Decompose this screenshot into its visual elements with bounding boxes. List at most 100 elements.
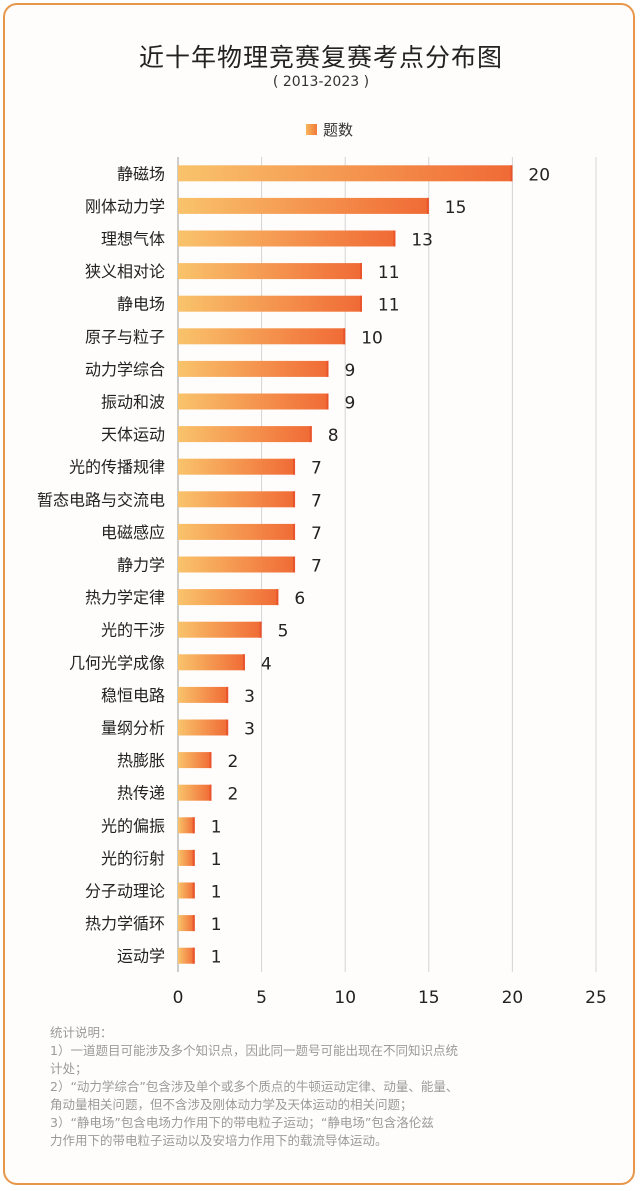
x-tick-label: 5 [256,988,267,1008]
chart-title: 近十年物理竞赛复赛考点分布图 [138,43,503,72]
bar [178,458,296,475]
x-tick-label: 0 [173,988,184,1008]
category-label: 光的干涉 [101,621,165,640]
value-label: 11 [378,263,400,283]
bar [178,849,195,866]
bar [178,197,429,214]
bar [178,752,212,769]
bar [178,719,229,736]
bar-tip [326,393,329,410]
category-label: 振动和波 [101,393,165,412]
category-label: 动力学综合 [85,360,165,379]
bar [178,784,212,801]
category-label: 电磁感应 [101,523,165,542]
category-label: 刚体动力学 [85,197,165,216]
chart-subtitle: ( 2013-2023 ) [272,74,370,90]
category-label: 光的传播规律 [69,458,165,477]
bar-tip [192,947,195,964]
value-label: 7 [311,557,322,577]
value-label: 2 [227,785,238,805]
value-label: 1 [211,915,222,935]
value-label: 1 [211,883,222,903]
category-label: 热膨胀 [117,751,165,770]
bar [178,360,329,377]
bar-tip [226,686,229,703]
value-label: 1 [211,948,222,968]
value-label: 1 [211,817,222,837]
bar [178,589,279,606]
value-label: 3 [244,720,255,740]
category-label: 热传递 [117,784,165,803]
value-label: 6 [294,589,305,609]
bar-tip [226,719,229,736]
bar [178,654,245,671]
value-label: 9 [344,394,355,414]
bar-tip [209,784,212,801]
bar [178,915,195,932]
bar [178,882,195,899]
bar [178,426,312,443]
value-label: 7 [311,491,322,511]
bar-tip [242,654,245,671]
notes-line-2b: 角动量相关问题，但不含涉及刚体动力学及天体运动的相关问题； [50,1097,413,1112]
category-label: 狭义相对论 [85,262,165,281]
value-label: 10 [361,328,383,348]
category-label: 光的衍射 [101,849,165,868]
bar [178,556,296,573]
notes-line-3: 3）“静电场”包含电场力作用下的带电粒子运动；“静电场”包含洛伦兹 [50,1115,434,1130]
value-label: 15 [445,198,467,218]
bar-tip [259,621,262,638]
bar-tip [326,360,329,377]
bar [178,393,329,410]
bar-tip [192,915,195,932]
category-label: 暂态电路与交流电 [37,490,165,509]
bar-tip [393,230,396,247]
value-label: 7 [311,459,322,479]
bar-tip [209,752,212,769]
notes-line-3b: 力作用下的带电粒子运动以及安培力作用下的载流导体运动。 [50,1133,388,1148]
category-label: 原子与粒子 [85,327,165,346]
bar-tip [192,817,195,834]
bar-tip [293,491,296,508]
bar [178,230,396,247]
value-label: 3 [244,687,255,707]
value-label: 4 [261,654,272,674]
value-label: 7 [311,524,322,544]
bar-tip [276,589,279,606]
bar [178,295,362,312]
bar-tip [426,197,429,214]
bar-tip [309,426,312,443]
bar [178,491,296,508]
bar [178,328,346,345]
category-label: 理想气体 [101,230,165,249]
value-label: 2 [227,752,238,772]
bar-tip [192,849,195,866]
bar-tip [192,882,195,899]
notes: 统计说明： 1）一道题目可能涉及多个知识点，因此同一题号可能出现在不同知识点统 … [50,1024,610,1150]
bar [178,686,229,703]
category-label: 天体运动 [101,425,165,444]
notes-line-1: 1）一道题目可能涉及多个知识点，因此同一题号可能出现在不同知识点统 [50,1043,458,1058]
bar [178,165,513,182]
bar-tip [359,263,362,280]
value-label: 20 [528,165,550,185]
notes-line-2: 2）“动力学综合”包含涉及单个或多个质点的牛顿运动定律、动量、能量、 [50,1079,459,1094]
category-label: 热力学定律 [85,588,165,607]
bar [178,621,262,638]
value-label: 11 [378,296,400,316]
bar [178,817,195,834]
x-tick-label: 20 [502,988,524,1008]
bar [178,523,296,540]
bar-tip [343,328,346,345]
notes-heading: 统计说明： [50,1025,113,1040]
legend-swatch [306,124,317,135]
x-tick-label: 25 [585,988,607,1008]
value-label: 1 [211,850,222,870]
bar-tip [510,165,513,182]
bar-tip [293,556,296,573]
legend-label: 题数 [323,121,354,139]
bar [178,947,195,964]
category-label: 静力学 [117,556,165,575]
value-label: 5 [278,622,289,642]
